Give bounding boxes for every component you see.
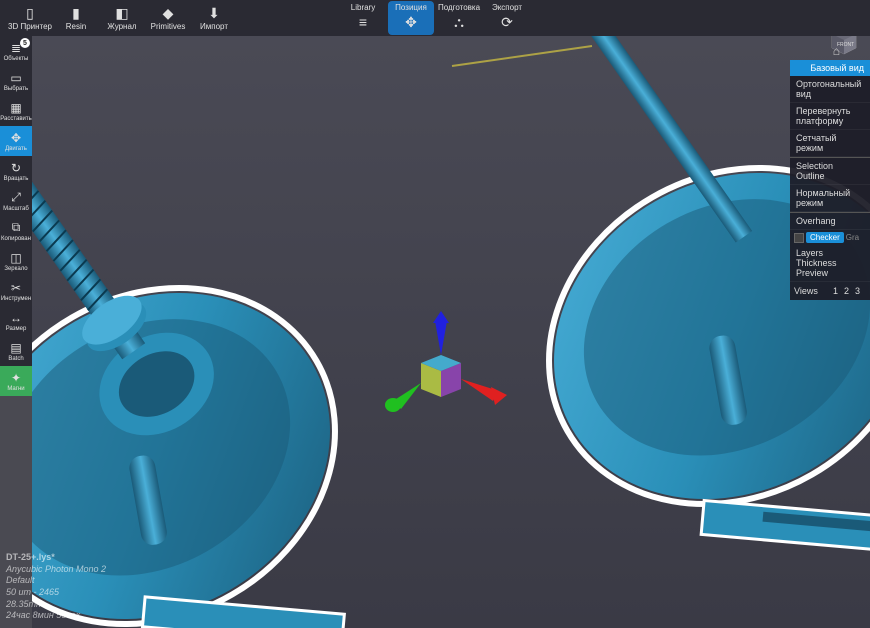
height-info: 28.35mm <box>6 599 106 611</box>
tool-size[interactable]: ↔Размер <box>0 306 32 336</box>
select-icon: ▭ <box>10 71 21 85</box>
tool-scale[interactable]: ⤢Масштаб <box>0 186 32 216</box>
layer-info: 50 um - 2465 <box>6 587 106 599</box>
view-option2-1[interactable]: Нормальный режим <box>790 185 870 212</box>
tool-copy[interactable]: ⧉Копирован <box>0 216 32 246</box>
overhang-label: Overhang <box>790 213 870 230</box>
view-slot-3[interactable]: 3 <box>855 286 860 296</box>
time-info: 24час 8мин 53сек <box>6 610 106 622</box>
views-label: Views <box>794 286 818 296</box>
resin-icon: ▮ <box>72 5 80 21</box>
size-icon: ↔ <box>10 311 22 325</box>
viewport-3d[interactable] <box>32 36 870 628</box>
rotate-icon: ↻ <box>11 161 21 175</box>
magnet-icon: ✦ <box>11 371 21 385</box>
copy-icon: ⧉ <box>12 220 21 235</box>
mode-prep[interactable]: Подготовка⛬ <box>436 1 482 35</box>
view-option-2[interactable]: Сетчатый режим <box>790 130 870 157</box>
tool-select[interactable]: ▭Выбрать <box>0 66 32 96</box>
printer-icon: ▯ <box>26 5 34 21</box>
file-name: DТ-25+.lys* <box>6 552 106 564</box>
batch-icon: ▤ <box>10 341 21 355</box>
tool-batch[interactable]: ▤Batch <box>0 336 32 366</box>
view-option-1[interactable]: Перевернуть платформу <box>790 103 870 130</box>
view-option-0[interactable]: Ортогональный вид <box>790 76 870 103</box>
view-slot-2[interactable]: 2 <box>844 286 849 296</box>
preset-name: Default <box>6 575 106 587</box>
checker-chip[interactable]: Checker <box>806 232 844 243</box>
mode-position[interactable]: Позиция✥ <box>388 1 434 35</box>
home-icon[interactable]: ⌂ <box>833 44 840 58</box>
layers-label: Layers Thickness Preview <box>790 245 870 282</box>
journal-icon: ◧ <box>115 5 128 21</box>
position-icon: ✥ <box>405 14 417 31</box>
top-tool-import[interactable]: ⬇Импорт <box>192 1 236 35</box>
import-icon: ⬇ <box>208 5 220 21</box>
tool-objects[interactable]: ≣Объекты5 <box>0 36 32 66</box>
tool-move[interactable]: ✥Двигать <box>0 126 32 156</box>
badge: 5 <box>20 38 30 48</box>
scene-info: DТ-25+.lys* Anycubic Photon Mono 2 Defau… <box>6 552 106 622</box>
gra-label[interactable]: Gra <box>846 233 859 242</box>
tool-magnet[interactable]: ✦Магни <box>0 366 32 396</box>
overhang-checkbox[interactable] <box>794 233 804 243</box>
library-icon: ≡ <box>359 14 367 30</box>
tools-icon: ✂ <box>11 281 21 295</box>
mirror-icon: ◫ <box>10 251 21 265</box>
view-options-panel: Базовый вид Ортогональный видПеревернуть… <box>790 60 870 300</box>
top-tool-journal[interactable]: ◧Журнал <box>100 1 144 35</box>
printer-name: Anycubic Photon Mono 2 <box>6 564 106 576</box>
view-option2-0[interactable]: Selection Outline <box>790 158 870 185</box>
view-header[interactable]: Базовый вид <box>790 60 870 76</box>
top-tool-primitives[interactable]: ◆Primitives <box>146 1 190 35</box>
view-slot-1[interactable]: 1 <box>833 286 838 296</box>
mode-export[interactable]: Экспорт⟳ <box>484 1 530 35</box>
tool-rotate[interactable]: ↻Вращать <box>0 156 32 186</box>
arrange-icon: ▦ <box>10 101 21 115</box>
prep-icon: ⛬ <box>454 14 464 31</box>
export-icon: ⟳ <box>501 14 513 31</box>
tool-arrange[interactable]: ▦Расставить <box>0 96 32 126</box>
move-icon: ✥ <box>11 131 21 145</box>
tool-tools[interactable]: ✂Инструмен <box>0 276 32 306</box>
primitives-icon: ◆ <box>163 5 174 21</box>
tool-mirror[interactable]: ◫Зеркало <box>0 246 32 276</box>
mode-library[interactable]: Library≡ <box>340 1 386 35</box>
scale-icon: ⤢ <box>11 190 21 205</box>
top-tool-resin[interactable]: ▮Resin <box>54 1 98 35</box>
top-tool-printer[interactable]: ▯3D Принтер <box>8 1 52 35</box>
